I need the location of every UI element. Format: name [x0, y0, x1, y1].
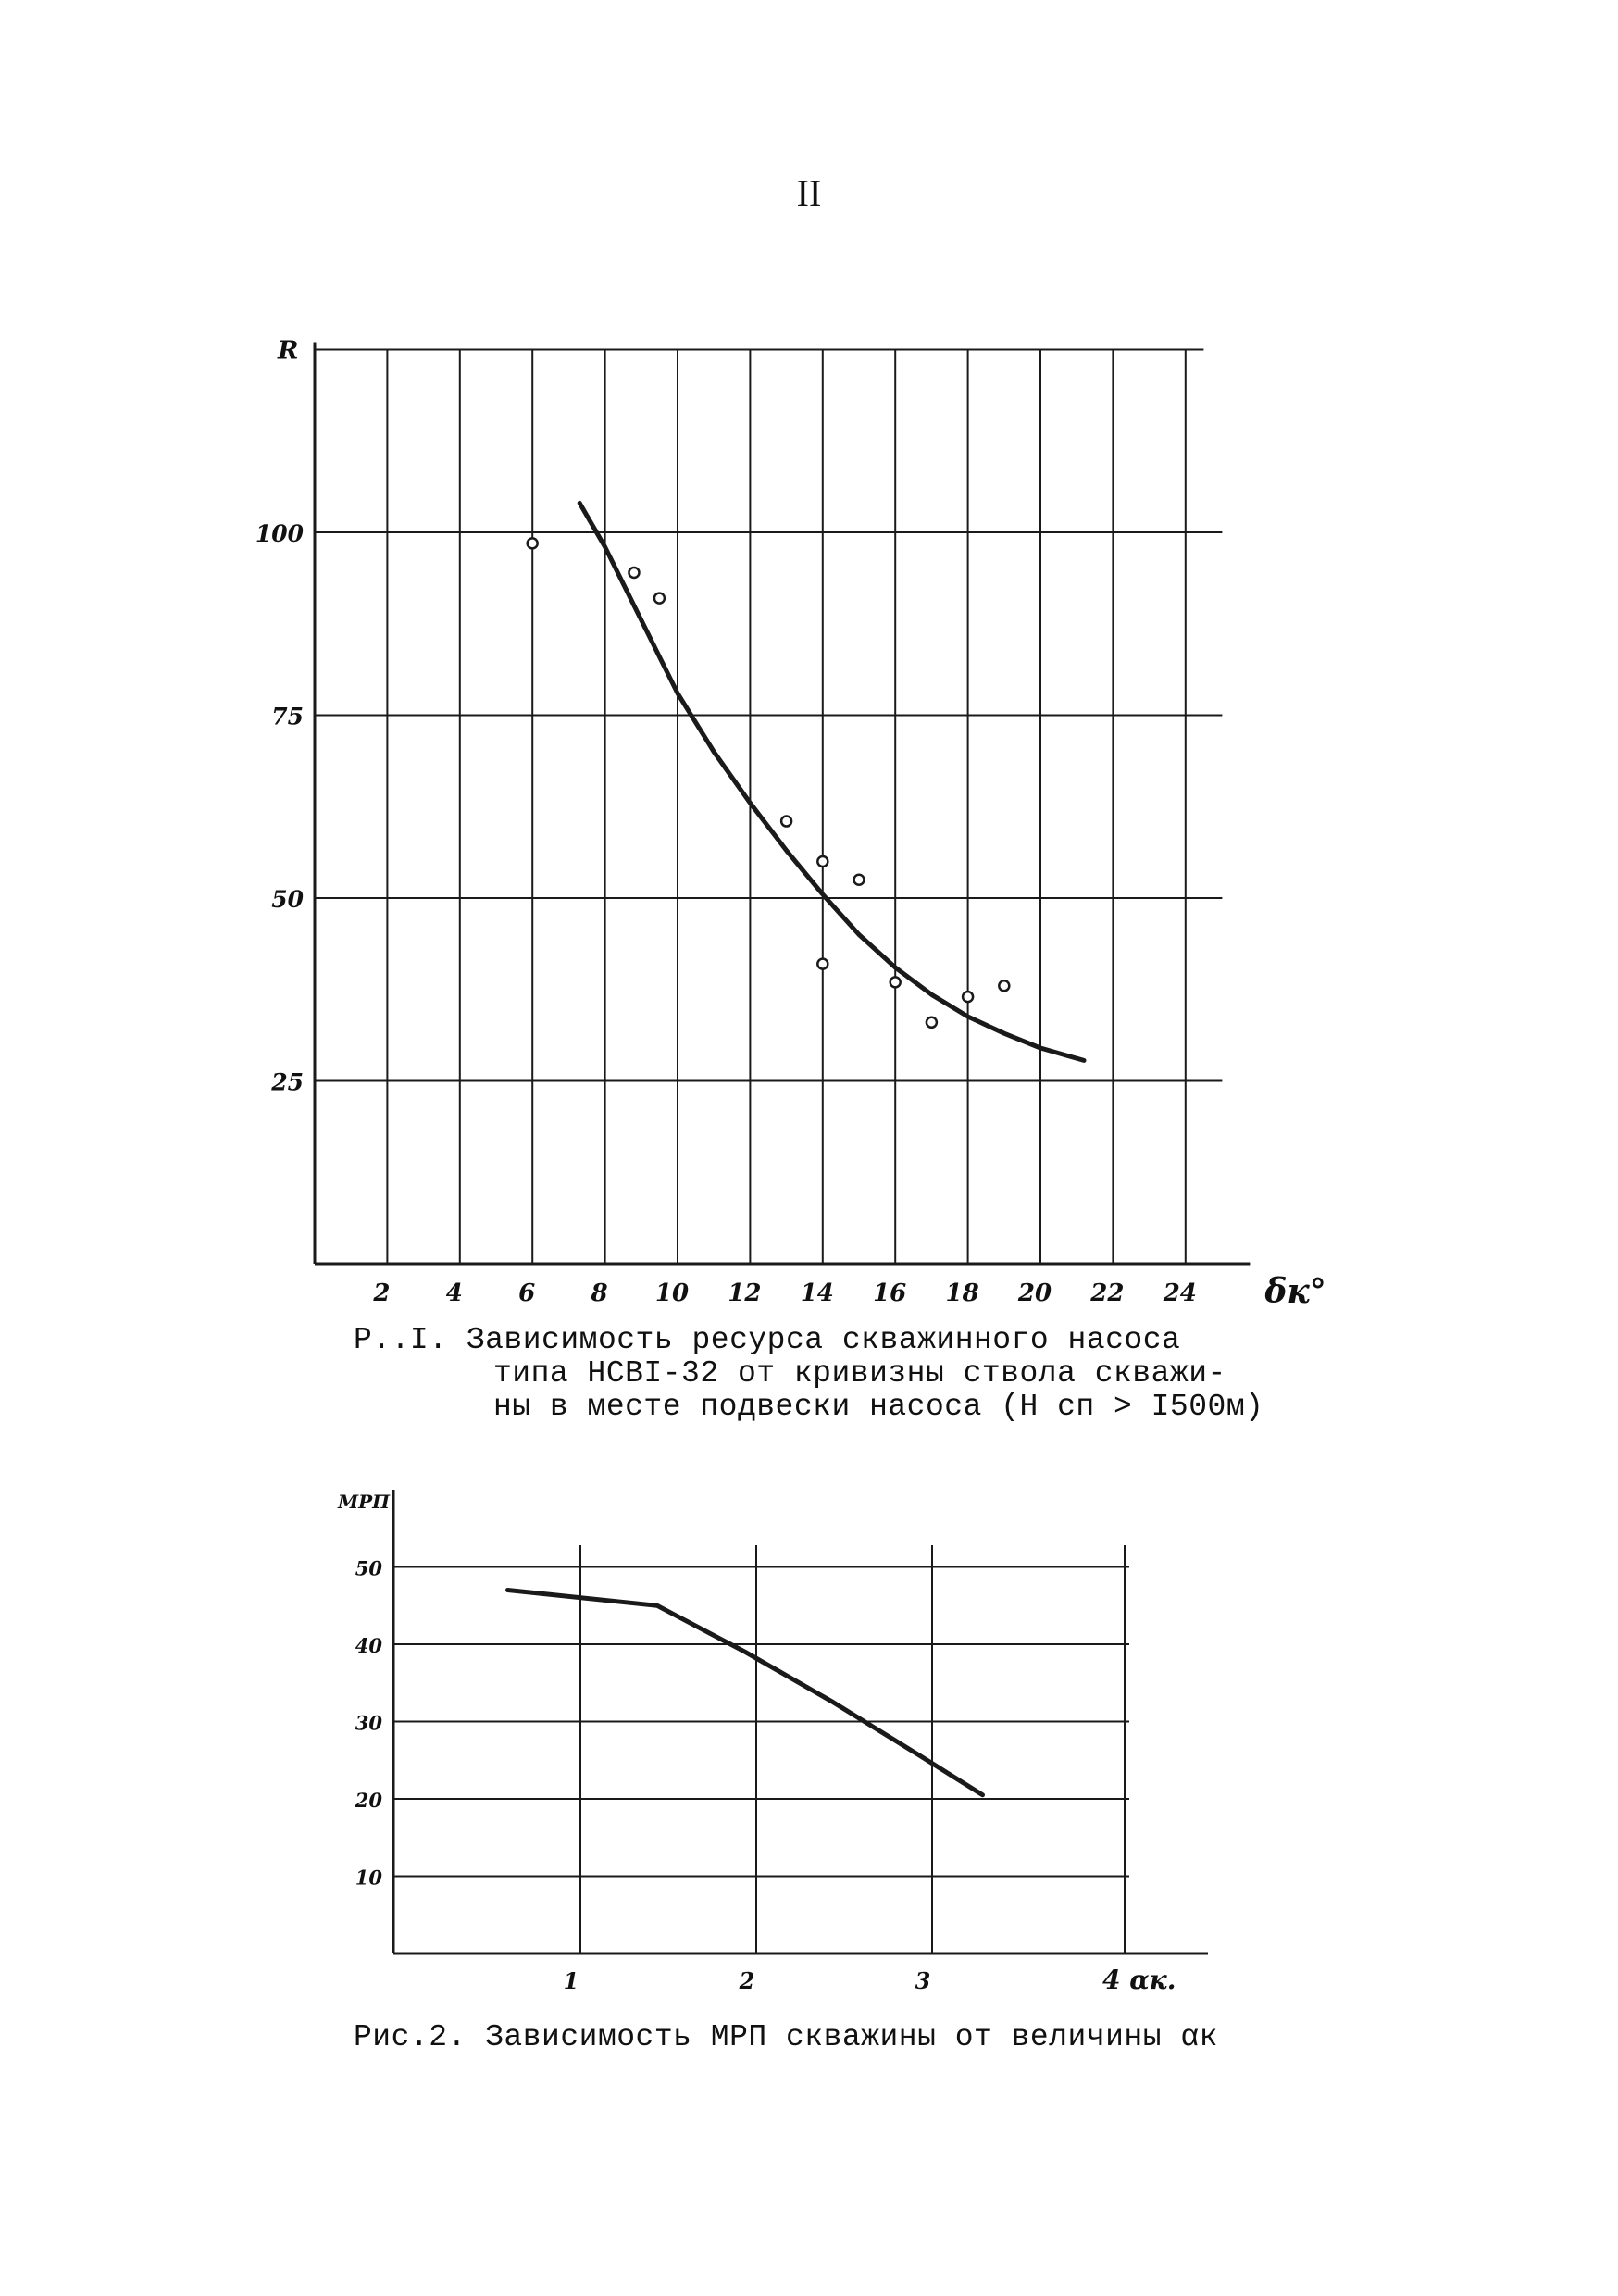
chart-1-y-tick-25: 25	[270, 1069, 304, 1096]
chart-1-point-10	[961, 990, 975, 1004]
chart-2-x-tick-3: 3	[915, 1967, 931, 1994]
chart-2-caption: Рис.2. Зависимость МРП скважины от велич…	[354, 2020, 1218, 2054]
chart-1-x-tick-4: 4	[446, 1279, 463, 1307]
chart-2-x-tick-1: 1	[564, 1967, 579, 1994]
chart-1-caption-line-2: типа НСВI-32 от кривизны ствола скважи-	[493, 1356, 1226, 1391]
chart-1-x-tick-2: 2	[372, 1279, 390, 1307]
chart-1-x-tick-18: 18	[946, 1279, 979, 1307]
chart-1-x-axis-label: δк°	[1263, 1272, 1326, 1311]
chart-1-point-6	[853, 873, 865, 886]
chart-1-x-tick-8: 8	[591, 1279, 608, 1307]
chart-2-y-tick-20: 20	[355, 1789, 383, 1812]
chart-1-x-tick-10: 10	[655, 1279, 689, 1307]
chart-2-y-tick-30: 30	[355, 1712, 383, 1735]
chart-1-point-5	[816, 855, 829, 868]
chart-1-x-tick-24: 24	[1163, 1279, 1197, 1307]
chart-2-y-axis-label: МРП	[337, 1491, 391, 1513]
chart-1-x-tick-16: 16	[873, 1279, 906, 1307]
chart-1-point-3	[653, 592, 666, 605]
chart-1-point-8	[889, 976, 902, 989]
chart-1-caption-line-3: ны в месте подвески насоса (Н сп > I500м…	[493, 1390, 1264, 1424]
page-number: II	[796, 172, 822, 214]
chart-1-x-tick-14: 14	[801, 1279, 834, 1307]
chart-2-y-tick-10: 10	[355, 1866, 383, 1890]
chart-1-x-tick-22: 22	[1089, 1279, 1124, 1307]
chart-1-y-tick-50: 50	[271, 886, 304, 913]
chart-1-x-tick-20: 20	[1017, 1279, 1052, 1307]
chart-1-y-axis-label: R	[277, 337, 298, 366]
chart-1-point-4	[779, 815, 793, 828]
chart-1-point-7	[816, 957, 829, 970]
chart-1-point-1	[526, 537, 539, 550]
chart-2-x-axis-label: 4 αк.	[1102, 1965, 1176, 1995]
chart-1-trend-curve	[577, 500, 1087, 1063]
chart-1-point-2	[628, 566, 641, 580]
chart-2-series-line	[505, 1588, 985, 1798]
chart-2-y-tick-50: 50	[355, 1557, 383, 1580]
chart-1-point-11	[998, 980, 1011, 992]
chart-1-x-tick-12: 12	[728, 1279, 761, 1307]
chart-2-x-tick-2: 2	[739, 1967, 755, 1994]
chart-1-x-tick-6: 6	[518, 1279, 535, 1307]
chart-1-y-tick-100: 100	[255, 520, 305, 547]
chart-1-caption-line-1: Р..I. Зависимость ресурса скважинного на…	[354, 1323, 1181, 1357]
chart-1-point-9	[925, 1016, 939, 1029]
chart-2-y-tick-40: 40	[355, 1634, 383, 1657]
chart-1-y-tick-75: 75	[271, 704, 304, 730]
